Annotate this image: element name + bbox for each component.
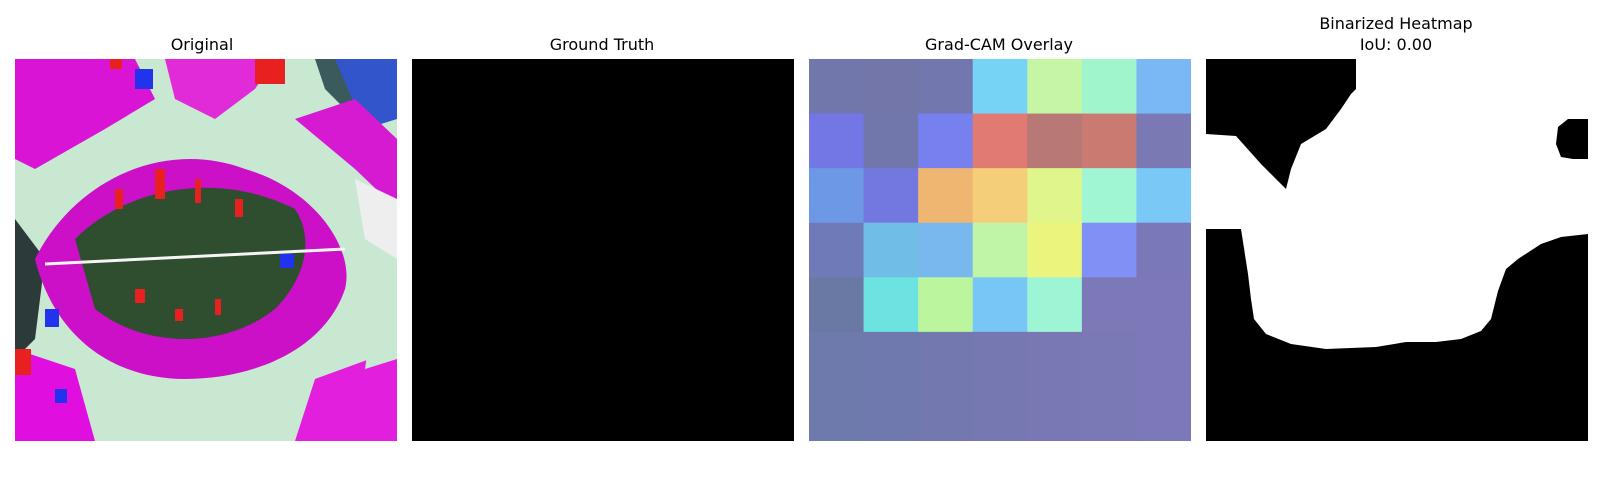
- heatmap-cell: [972, 113, 1028, 169]
- heatmap-cell: [972, 222, 1028, 278]
- heatmap-cell: [1027, 113, 1083, 169]
- heatmap-cell: [1081, 59, 1137, 115]
- heatmap-cell: [1027, 59, 1083, 115]
- heatmap-cell: [863, 277, 919, 333]
- heatmap-cell: [918, 386, 974, 441]
- heatmap-cell: [1081, 386, 1137, 441]
- heatmap-cell: [918, 59, 974, 115]
- heatmap-cell: [972, 331, 1028, 387]
- heatmap-cell: [1136, 277, 1191, 333]
- heatmap-cell: [918, 168, 974, 224]
- panel-ground-truth-title: Ground Truth: [549, 35, 655, 54]
- heatmap-cell: [809, 222, 865, 278]
- heatmap-cell: [809, 386, 865, 441]
- binarized-heatmap: [1206, 59, 1588, 441]
- heatmap-cell: [1136, 331, 1191, 387]
- heatmap-cell: [1081, 277, 1137, 333]
- heatmap-cell: [863, 59, 919, 115]
- heatmap-cell: [1136, 222, 1191, 278]
- original-image: [15, 59, 397, 441]
- heatmap-cell: [863, 168, 919, 224]
- heatmap-cell: [1081, 331, 1137, 387]
- ground-truth-mask: [412, 59, 794, 441]
- heatmap-cell: [918, 331, 974, 387]
- heatmap-cell: [1027, 277, 1083, 333]
- heatmap-cell: [972, 59, 1028, 115]
- gradcam-overlay: [809, 59, 1191, 441]
- panel-binarized-iou: IoU: 0.00: [1359, 35, 1433, 54]
- heatmap-cell: [972, 386, 1028, 441]
- panel-binarized-title: Binarized Heatmap: [1319, 14, 1473, 33]
- heatmap-cell: [863, 113, 919, 169]
- heatmap-cell: [809, 113, 865, 169]
- heatmap-cell: [1081, 113, 1137, 169]
- heatmap-cell: [863, 331, 919, 387]
- heatmap-cell: [809, 277, 865, 333]
- heatmap-cell: [809, 59, 865, 115]
- heatmap-cell: [1027, 222, 1083, 278]
- heatmap-cell: [1136, 168, 1191, 224]
- heatmap-cell: [863, 386, 919, 441]
- heatmap-cell: [1081, 222, 1137, 278]
- heatmap-cell: [972, 168, 1028, 224]
- heatmap-cell: [1136, 386, 1191, 441]
- heatmap-cell: [918, 222, 974, 278]
- heatmap-cell: [918, 277, 974, 333]
- heatmap-cell: [1136, 113, 1191, 169]
- heatmap-cell: [1027, 386, 1083, 441]
- panel-original-title: Original: [170, 35, 234, 54]
- heatmap-cell: [1027, 331, 1083, 387]
- heatmap-cell: [1136, 59, 1191, 115]
- heatmap-cell: [1027, 168, 1083, 224]
- heatmap-cell: [972, 277, 1028, 333]
- heatmap-cell: [1081, 168, 1137, 224]
- heatmap-cell: [809, 331, 865, 387]
- heatmap-cell: [918, 113, 974, 169]
- panel-gradcam-title: Grad-CAM Overlay: [925, 35, 1073, 54]
- heatmap-cell: [809, 168, 865, 224]
- heatmap-cell: [863, 222, 919, 278]
